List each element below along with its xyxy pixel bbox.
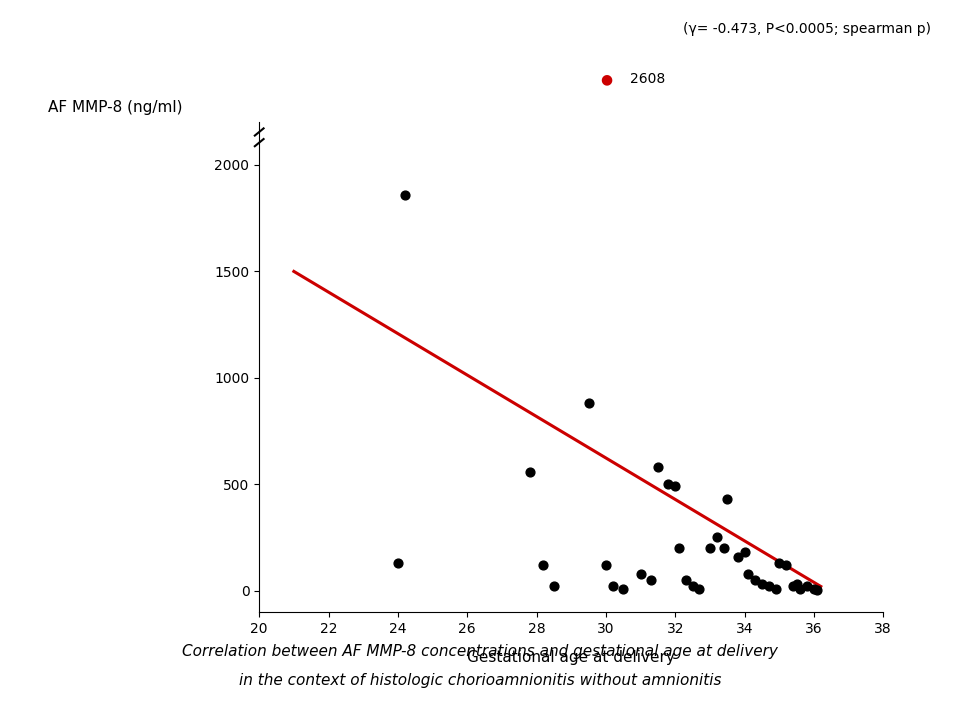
- Point: [800, 581, 815, 593]
- Point: [678, 575, 693, 586]
- Point: [684, 581, 700, 593]
- Point: [581, 397, 596, 409]
- Point: [643, 575, 659, 586]
- Point: [522, 466, 538, 477]
- Point: [806, 582, 822, 594]
- Point: [779, 559, 794, 571]
- Point: [702, 542, 717, 554]
- Text: 2608: 2608: [630, 72, 665, 86]
- Text: ●: ●: [600, 72, 612, 86]
- Text: AF MMP-8 (ng/ml): AF MMP-8 (ng/ml): [48, 100, 182, 115]
- Point: [546, 581, 562, 593]
- Point: [720, 493, 735, 505]
- Point: [390, 557, 405, 569]
- Point: [809, 584, 825, 595]
- Point: [789, 579, 804, 590]
- Point: [740, 568, 756, 580]
- Point: [785, 581, 801, 593]
- Point: [792, 582, 807, 594]
- Point: [761, 581, 777, 593]
- Point: [772, 557, 787, 569]
- Point: [605, 581, 620, 593]
- Point: [660, 479, 676, 490]
- Point: [650, 462, 665, 473]
- Point: [709, 532, 725, 544]
- Point: [671, 542, 686, 554]
- Point: [737, 546, 753, 558]
- Text: (γ= -0.473, P<0.0005; spearman p): (γ= -0.473, P<0.0005; spearman p): [684, 22, 931, 35]
- Text: in the context of histologic chorioamnionitis without amnionitis: in the context of histologic chorioamnio…: [239, 672, 721, 688]
- Point: [667, 481, 683, 492]
- Point: [755, 579, 770, 590]
- Point: [598, 559, 613, 571]
- Text: Correlation between AF MMP-8 concentrations and gestational age at delivery: Correlation between AF MMP-8 concentrati…: [182, 644, 778, 659]
- Point: [730, 551, 745, 562]
- Point: [536, 559, 551, 571]
- X-axis label: Gestational age at delivery: Gestational age at delivery: [468, 649, 675, 665]
- Point: [692, 582, 708, 594]
- Point: [397, 189, 413, 201]
- Point: [768, 582, 783, 594]
- Point: [615, 582, 631, 594]
- Point: [747, 575, 762, 586]
- Point: [716, 542, 732, 554]
- Point: [633, 568, 648, 580]
